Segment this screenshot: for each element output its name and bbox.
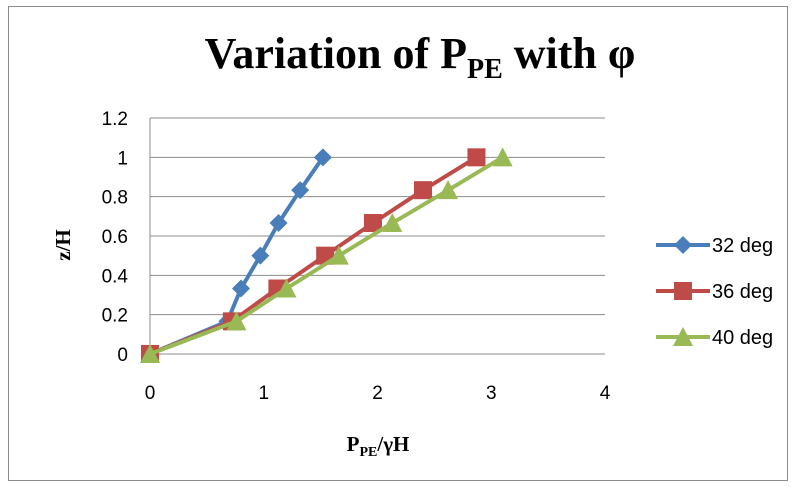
y-tick-label: 0 — [117, 345, 128, 366]
triangle-marker — [140, 344, 160, 363]
square-marker — [674, 282, 692, 300]
series-1 — [141, 148, 486, 363]
y-tick-label: 1.2 — [102, 109, 128, 130]
y-axis-title: z/H — [51, 229, 75, 261]
legend-label: 40 deg — [712, 327, 773, 349]
x-tick-label: 0 — [145, 383, 156, 404]
chart-title: Variation of PPE with φ — [205, 29, 636, 85]
legend-entry-2: 40 deg — [656, 327, 773, 349]
square-marker — [414, 181, 432, 200]
series-layer — [140, 147, 513, 363]
legend-label: 32 deg — [712, 235, 773, 257]
y-tick-label: 0.6 — [102, 227, 128, 248]
x-axis-title: PPE/γH — [347, 432, 410, 460]
series-2 — [140, 147, 513, 363]
x-tick-label: 2 — [372, 383, 383, 404]
x-tick-labels: 0 1 2 3 4 — [145, 383, 611, 404]
legend-label: 36 deg — [712, 281, 773, 303]
triangle-marker — [438, 180, 459, 200]
triangle-marker — [328, 245, 349, 265]
triangle-marker — [226, 311, 247, 331]
legend-entry-0: 32 deg — [656, 235, 773, 257]
triangle-marker — [492, 147, 513, 167]
triangle-marker — [382, 213, 403, 233]
square-marker — [467, 148, 486, 167]
x-tick-label: 4 — [600, 383, 611, 404]
gridlines — [149, 117, 605, 355]
diamond-marker — [313, 148, 332, 167]
square-marker — [363, 214, 382, 233]
triangle-marker — [673, 327, 693, 346]
diamond-marker — [291, 181, 310, 200]
triangle-marker — [276, 278, 297, 298]
x-tick-label: 3 — [486, 383, 497, 404]
legend-entry-1: 36 deg — [656, 281, 773, 303]
y-tick-label: 1 — [117, 148, 128, 169]
diamond-marker — [251, 246, 270, 265]
y-tick-label: 0.8 — [102, 188, 128, 209]
y-tick-label: 0.4 — [102, 266, 129, 287]
x-tick-label: 1 — [258, 383, 269, 404]
diamond-marker — [269, 214, 288, 233]
diamond-marker — [232, 279, 250, 298]
legend: 32 deg 36 deg 40 deg — [656, 235, 773, 349]
y-tick-labels: 0 0.2 0.4 0.6 0.8 1 1.2 — [102, 109, 129, 366]
diamond-marker — [674, 236, 692, 254]
y-tick-label: 0.2 — [102, 306, 128, 327]
series-0 — [141, 148, 332, 363]
